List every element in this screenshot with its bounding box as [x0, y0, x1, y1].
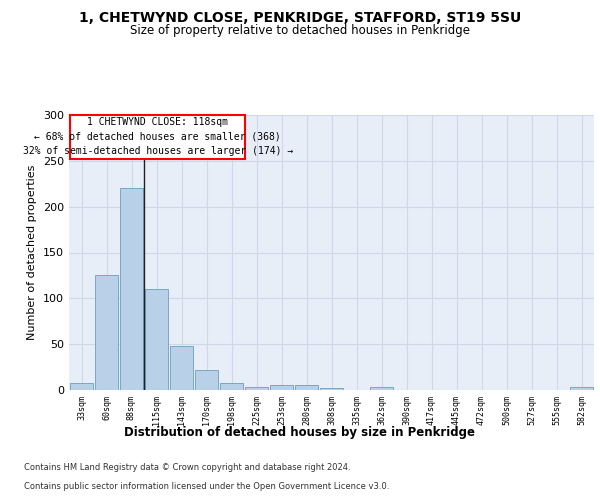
Text: Size of property relative to detached houses in Penkridge: Size of property relative to detached ho… [130, 24, 470, 37]
Bar [195, 370, 218, 390]
Text: ← 68% of detached houses are smaller (368): ← 68% of detached houses are smaller (36… [34, 132, 281, 141]
Text: 1 CHETWYND CLOSE: 118sqm: 1 CHETWYND CLOSE: 118sqm [87, 117, 228, 127]
Bar [370, 387, 393, 390]
Bar [295, 386, 318, 390]
Bar [95, 276, 118, 390]
Text: Distribution of detached houses by size in Penkridge: Distribution of detached houses by size … [125, 426, 476, 439]
Bar [270, 386, 293, 390]
FancyBboxPatch shape [70, 115, 245, 159]
Bar [145, 289, 168, 390]
Bar [320, 388, 343, 390]
Y-axis label: Number of detached properties: Number of detached properties [28, 165, 37, 340]
Text: 1, CHETWYND CLOSE, PENKRIDGE, STAFFORD, ST19 5SU: 1, CHETWYND CLOSE, PENKRIDGE, STAFFORD, … [79, 11, 521, 25]
Bar [220, 382, 243, 390]
Bar [120, 188, 143, 390]
Bar [245, 387, 268, 390]
Bar [170, 346, 193, 390]
Text: 32% of semi-detached houses are larger (174) →: 32% of semi-detached houses are larger (… [23, 146, 293, 156]
Bar [570, 387, 593, 390]
Text: Contains HM Land Registry data © Crown copyright and database right 2024.: Contains HM Land Registry data © Crown c… [24, 464, 350, 472]
Text: Contains public sector information licensed under the Open Government Licence v3: Contains public sector information licen… [24, 482, 389, 491]
Bar [70, 382, 93, 390]
